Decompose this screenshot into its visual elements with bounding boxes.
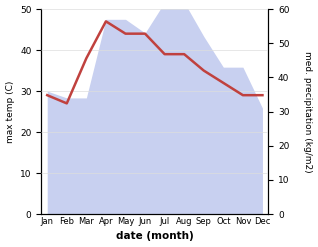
Y-axis label: med. precipitation (kg/m2): med. precipitation (kg/m2) — [303, 51, 313, 172]
X-axis label: date (month): date (month) — [116, 231, 194, 242]
Y-axis label: max temp (C): max temp (C) — [5, 80, 15, 143]
